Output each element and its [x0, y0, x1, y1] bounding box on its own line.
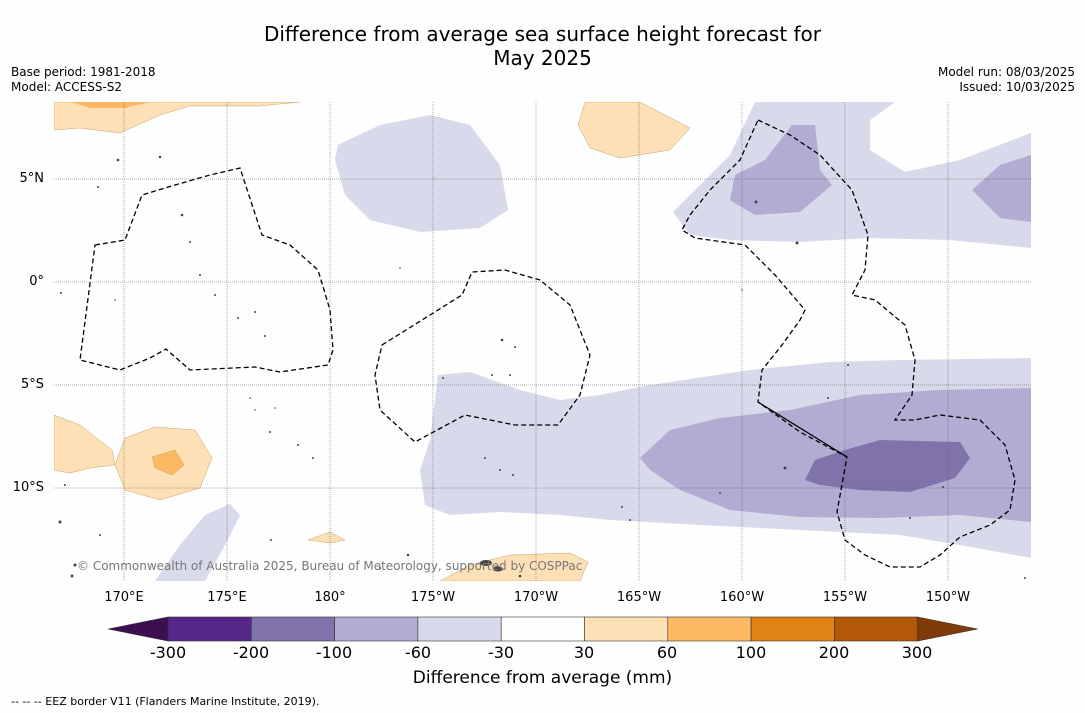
positive-anomaly-core — [70, 102, 150, 108]
lon-label-155w: 155°W — [822, 590, 868, 605]
lon-label-175e: 175°E — [207, 590, 247, 605]
positive-anomaly-area — [439, 552, 589, 581]
negative-anomaly-strong — [805, 440, 970, 492]
negative-anomaly-area — [155, 504, 240, 581]
lat-label-5s: 5°S — [20, 377, 44, 392]
colorbar-tick-label: -60 — [404, 643, 432, 662]
colorbar-extend-min — [107, 616, 169, 642]
lon-label-150w: 150°W — [925, 590, 971, 605]
positive-anomaly-area — [54, 102, 301, 134]
colorbar-bin — [834, 616, 919, 642]
colorbar-bin — [667, 616, 752, 642]
lon-label-180: 180° — [314, 590, 346, 605]
negative-anomaly-area — [335, 115, 508, 232]
colorbar-tick-label: 30 — [573, 643, 595, 662]
model-run: Model run: 08/03/2025 — [937, 65, 1075, 79]
colorbar-tick-label: -300 — [149, 643, 187, 662]
lat-label-10s: 10°S — [12, 480, 44, 495]
colorbar-tick-label: -30 — [487, 643, 515, 662]
colorbar-bin — [167, 616, 252, 642]
colorbar-bin — [584, 616, 669, 642]
positive-anomaly-area — [54, 414, 116, 474]
negative-anomaly-core — [972, 155, 1031, 222]
lon-label-170w: 170°W — [513, 590, 559, 605]
copyright-notice: © Commonwealth of Australia 2025, Bureau… — [77, 559, 583, 573]
islands — [58, 155, 1026, 579]
colorbar-tick-label: 300 — [901, 643, 933, 662]
colorbar-bin — [500, 616, 585, 642]
lat-label-5n: 5°N — [19, 171, 45, 186]
colorbar-title: Difference from average (mm) — [412, 668, 673, 688]
lon-label-170e: 170°E — [104, 590, 144, 605]
colorbar-bin — [750, 616, 835, 642]
colorbar-bin — [334, 616, 419, 642]
eez-borders — [79, 119, 1016, 568]
chart-title-line1: Difference from average sea surface heig… — [263, 22, 822, 46]
positive-anomaly-area — [577, 102, 691, 159]
positive-anomaly-core — [151, 449, 185, 476]
eez-footnote: -- -- -- EEZ border V11 (Flanders Marine… — [11, 695, 320, 708]
anomaly-shading — [54, 102, 1031, 581]
issued-date: Issued: 10/03/2025 — [959, 80, 1075, 94]
negative-anomaly-core — [730, 125, 832, 215]
chart-title-line2: May 2025 — [493, 46, 592, 70]
colorbar-extend-max — [917, 616, 978, 642]
gridlines — [54, 102, 1031, 581]
colorbar-tick-label: -100 — [315, 643, 353, 662]
colorbar-tick-label: -200 — [232, 643, 270, 662]
positive-anomaly-area — [307, 531, 346, 544]
model-name: Model: ACCESS-S2 — [11, 80, 123, 94]
base-period: Base period: 1981-2018 — [11, 65, 156, 79]
colorbar-bin — [251, 616, 335, 642]
lat-label-0: 0° — [29, 274, 44, 289]
lon-label-160w: 160°W — [719, 590, 765, 605]
colorbar-tick-label: 60 — [656, 643, 678, 662]
colorbar-tick-label: 200 — [818, 643, 850, 662]
colorbar-bin — [417, 616, 502, 642]
lon-label-175w: 175°W — [410, 590, 456, 605]
colorbar-tick-label: 100 — [735, 643, 767, 662]
lon-label-165w: 165°W — [616, 590, 662, 605]
